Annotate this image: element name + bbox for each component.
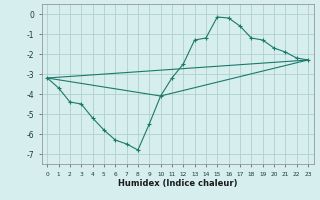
X-axis label: Humidex (Indice chaleur): Humidex (Indice chaleur) <box>118 179 237 188</box>
